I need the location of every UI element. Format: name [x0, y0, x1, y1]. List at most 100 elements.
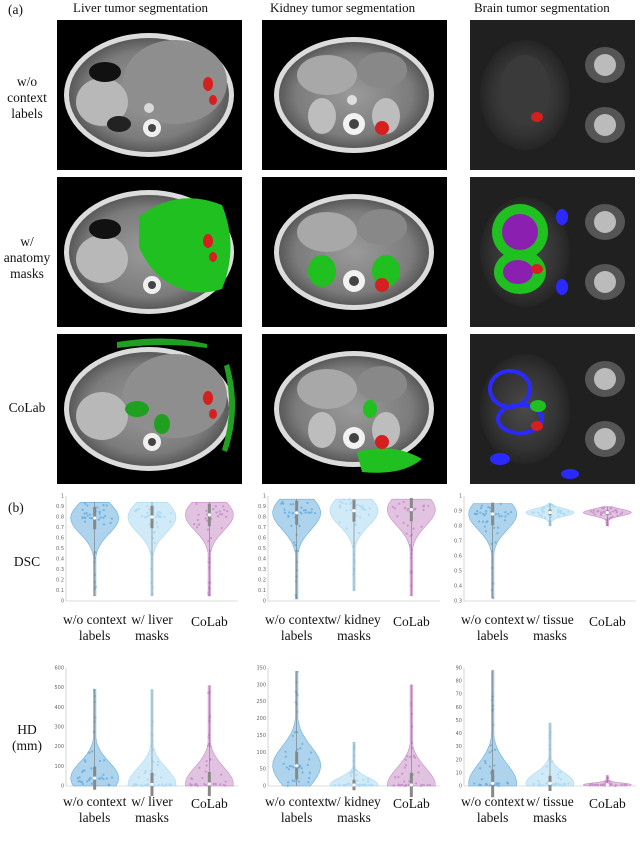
data-point [473, 512, 476, 515]
data-point [593, 513, 597, 516]
data-point [153, 773, 156, 776]
data-point [498, 782, 501, 785]
row-label-colab: CoLab [2, 400, 52, 416]
median-marker [352, 509, 356, 513]
data-point [93, 561, 96, 564]
y-tick-label: 0.8 [454, 524, 462, 530]
data-point [403, 507, 406, 510]
data-point [291, 511, 294, 515]
row-label-line: CoLab [8, 400, 46, 415]
x-category-label: CoLab [169, 614, 249, 630]
data-point [391, 505, 394, 509]
data-point [613, 509, 617, 512]
data-point [286, 784, 289, 787]
data-point [356, 779, 359, 782]
x-category-label: w/o context labels [257, 794, 337, 826]
data-point [306, 501, 309, 505]
data-point [507, 512, 510, 516]
y-tick-label: 0.2 [258, 578, 266, 584]
data-point [169, 512, 172, 515]
x-category-label: w/o context labels [453, 612, 533, 644]
y-tick-label: 350 [256, 666, 266, 672]
data-point [156, 763, 159, 766]
data-point [151, 748, 154, 751]
data-point [364, 508, 367, 511]
data-point [358, 504, 361, 507]
data-point [157, 515, 161, 519]
data-point [540, 514, 544, 518]
data-point [498, 515, 501, 518]
x-category-label: w/o context labels [55, 794, 135, 826]
median-marker [605, 510, 609, 515]
x-category-line: CoLab [190, 796, 228, 811]
x-category-line: w/o context [460, 794, 525, 809]
data-point [218, 510, 221, 513]
data-point [406, 524, 409, 527]
median-marker [150, 782, 154, 787]
data-point [349, 774, 352, 778]
data-point [224, 515, 228, 518]
column-title-brain: Brain tumor segmentation [474, 0, 610, 15]
data-point [610, 783, 613, 786]
data-point [287, 768, 291, 771]
data-point [81, 516, 84, 520]
data-point [205, 764, 208, 767]
data-point [283, 511, 287, 514]
data-point [597, 509, 600, 513]
chart-liver-dsc: 1 0.9 0.8 0.7 0.6 0.5 0.4 0.3 0.2 0.1 0 [56, 494, 238, 605]
x-category-label: w/o context labels [453, 794, 533, 826]
data-point [541, 510, 544, 514]
data-point [157, 783, 160, 787]
data-point [419, 784, 422, 787]
data-point [480, 778, 484, 781]
data-point [483, 514, 486, 517]
data-point [102, 516, 105, 519]
data-point [93, 694, 97, 698]
data-point [494, 513, 498, 516]
data-point [422, 784, 425, 787]
data-point [559, 770, 562, 774]
data-point [621, 511, 624, 514]
data-point [209, 758, 212, 761]
data-point [296, 748, 299, 751]
x-category-line: labels [78, 810, 111, 825]
x-category-line: CoLab [588, 614, 626, 629]
x-category-line: w/o context [62, 794, 127, 809]
data-point [406, 755, 409, 758]
data-point [358, 784, 361, 787]
median-marker [207, 782, 211, 786]
data-point [491, 695, 494, 698]
data-point [548, 744, 551, 747]
data-point [297, 780, 300, 783]
data-point [480, 504, 483, 507]
y-tick-label: 0 [263, 784, 266, 790]
data-point [291, 779, 294, 782]
data-point [88, 513, 92, 516]
data-point [198, 766, 201, 769]
data-point [306, 763, 309, 767]
data-point [94, 585, 97, 588]
median-marker [409, 508, 413, 512]
data-point [160, 776, 163, 779]
data-point [417, 771, 420, 774]
data-point [562, 512, 565, 515]
data-point [94, 581, 97, 584]
data-point [221, 513, 224, 516]
data-point [224, 780, 227, 783]
data-point [163, 784, 166, 788]
data-point [206, 519, 209, 522]
data-point [489, 744, 493, 747]
data-point [493, 526, 496, 529]
x-category-label: w/ liver masks [112, 612, 192, 644]
x-category-line: masks [533, 810, 567, 825]
data-point [294, 690, 297, 693]
data-point [152, 536, 155, 540]
data-point [362, 778, 365, 781]
x-category-label: w/o context labels [257, 612, 337, 644]
data-point [198, 523, 201, 526]
x-category-label: CoLab [567, 614, 640, 630]
data-point [148, 523, 151, 526]
y-tick-label: 20 [456, 757, 462, 763]
data-point [144, 784, 147, 787]
data-point [403, 780, 406, 783]
